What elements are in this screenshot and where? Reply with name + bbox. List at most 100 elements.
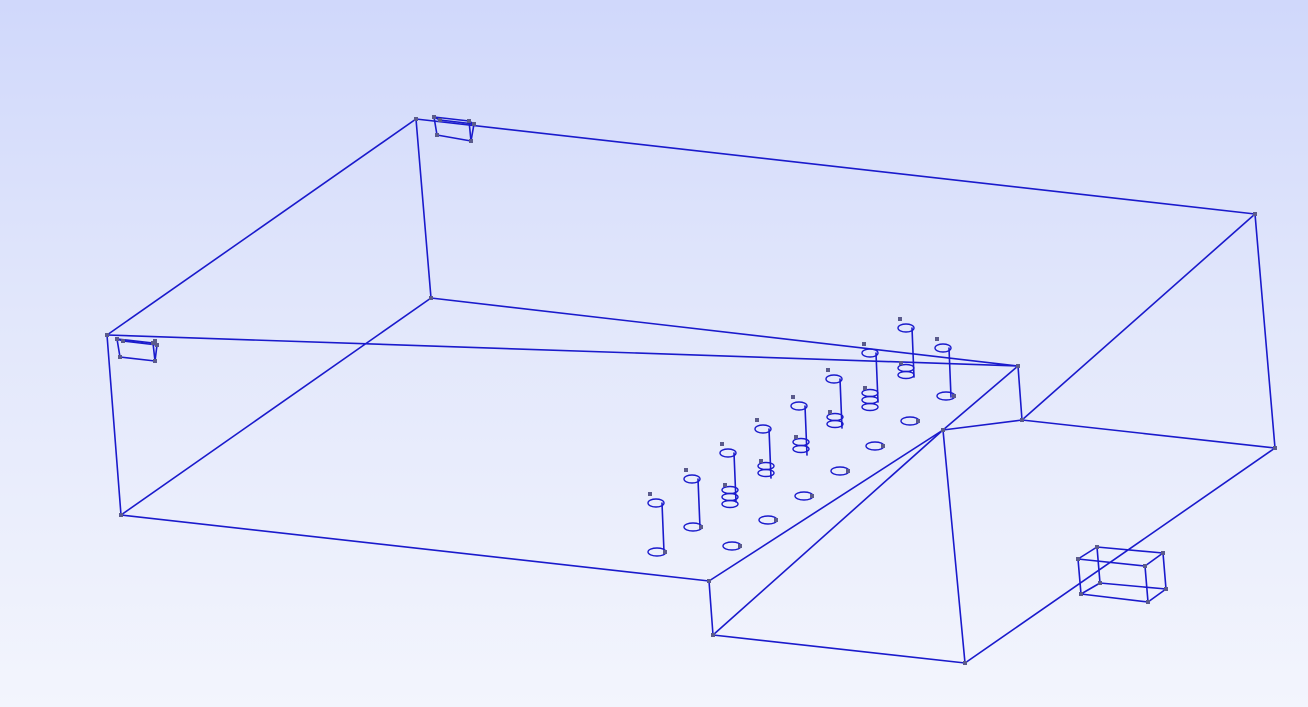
vertex-marker xyxy=(1098,581,1102,585)
main-box-edge xyxy=(106,334,1019,367)
main-box-edge xyxy=(942,419,1023,431)
vertex-marker xyxy=(153,359,157,363)
vertex-marker xyxy=(414,117,418,121)
main-box-edge xyxy=(942,365,1019,431)
heater-coil xyxy=(897,323,915,378)
vertex-marker xyxy=(711,633,715,637)
vertex-marker xyxy=(774,518,778,522)
vertex-marker xyxy=(810,494,814,498)
vertex-marker xyxy=(723,483,727,487)
main-box-edge xyxy=(430,297,1019,367)
vertex-marker xyxy=(155,343,159,347)
vertex-marker xyxy=(963,661,967,665)
inlet-top-edge xyxy=(439,119,475,125)
vertex-marker xyxy=(759,459,763,463)
vertex-marker xyxy=(648,492,652,496)
coil-stem xyxy=(697,478,701,529)
inlet-top-edge xyxy=(468,120,472,142)
coil-loop xyxy=(719,448,737,458)
main-box-edge xyxy=(708,580,714,636)
main-box-edge xyxy=(964,447,1276,664)
vertex-marker xyxy=(881,444,885,448)
heater-coil xyxy=(721,485,739,509)
coil-stem xyxy=(804,405,808,456)
outlet-box-edge xyxy=(1096,546,1101,584)
inlet-left-edge xyxy=(119,356,156,362)
main-box-edge xyxy=(1017,365,1023,421)
vertex-marker xyxy=(941,428,945,432)
vertex-marker xyxy=(863,386,867,390)
coil-loop xyxy=(861,348,879,358)
vertex-marker xyxy=(828,410,832,414)
outlet-box-edge xyxy=(1080,593,1149,603)
main-box-edge xyxy=(942,429,966,664)
vertex-markers xyxy=(105,115,1277,665)
vertex-marker xyxy=(472,122,476,126)
vertex-marker xyxy=(794,435,798,439)
outlet-box-edge xyxy=(1144,565,1149,603)
vertex-marker xyxy=(469,139,473,143)
coil-stem xyxy=(839,378,843,429)
vertex-marker xyxy=(952,394,956,398)
outlet-box-edge xyxy=(1080,582,1101,595)
heater-coil xyxy=(861,388,879,412)
coil-loop xyxy=(934,343,952,353)
coil-loop xyxy=(721,499,739,509)
vertex-marker xyxy=(1076,557,1080,561)
main-box-edge xyxy=(415,118,432,299)
inlet-top-edge xyxy=(470,123,475,142)
vertex-marker xyxy=(862,342,866,346)
main-box-wireframe xyxy=(106,118,1276,664)
vertex-marker xyxy=(121,339,125,343)
vertex-marker xyxy=(899,361,903,365)
vertex-marker xyxy=(755,418,759,422)
vertex-marker xyxy=(1253,212,1257,216)
vertex-marker xyxy=(1143,564,1147,568)
heater-coil xyxy=(757,461,775,478)
main-box-edge xyxy=(708,429,944,582)
vertex-marker xyxy=(1095,545,1099,549)
main-box-edge xyxy=(712,634,966,664)
vertex-marker xyxy=(115,337,119,341)
coil-loop xyxy=(897,323,915,333)
vertex-marker xyxy=(1146,600,1150,604)
coil-stem xyxy=(948,347,952,398)
vertex-marker xyxy=(707,579,711,583)
coil-stem xyxy=(661,502,665,553)
vertex-marker xyxy=(432,115,436,119)
heater-coils xyxy=(647,323,956,557)
heater-coil xyxy=(683,474,701,529)
main-box-edge xyxy=(1021,213,1256,421)
coil-loop xyxy=(897,363,915,373)
coil-loop xyxy=(861,388,879,398)
coil-loop xyxy=(790,401,808,411)
heater-coil xyxy=(861,348,879,403)
coil-loop xyxy=(861,402,879,412)
main-box-edge xyxy=(712,429,944,636)
outlet-box-edge xyxy=(1077,558,1082,595)
vertex-marker xyxy=(429,296,433,300)
inlet-left-edge xyxy=(154,344,158,362)
vertex-marker xyxy=(467,119,471,123)
vertex-marker xyxy=(118,355,122,359)
coil-loop xyxy=(826,419,844,429)
coil-loop xyxy=(757,468,775,478)
vertex-marker xyxy=(105,333,109,337)
coil-loop xyxy=(792,444,810,454)
vertex-marker xyxy=(1273,446,1277,450)
outlet-box-edge xyxy=(1147,588,1167,603)
vertex-marker xyxy=(663,550,667,554)
outlet-box-edge xyxy=(1077,558,1146,567)
inlet-left-edge xyxy=(116,338,121,358)
vertex-marker xyxy=(1161,551,1165,555)
main-box-edge xyxy=(1021,419,1276,449)
coil-loop xyxy=(861,395,879,405)
inlet-top-edge xyxy=(433,116,470,122)
main-box-edge xyxy=(120,514,710,582)
inlet-top-edge xyxy=(436,134,472,142)
coil-loop xyxy=(897,370,915,380)
vertex-marker xyxy=(738,544,742,548)
vertex-marker xyxy=(435,133,439,137)
